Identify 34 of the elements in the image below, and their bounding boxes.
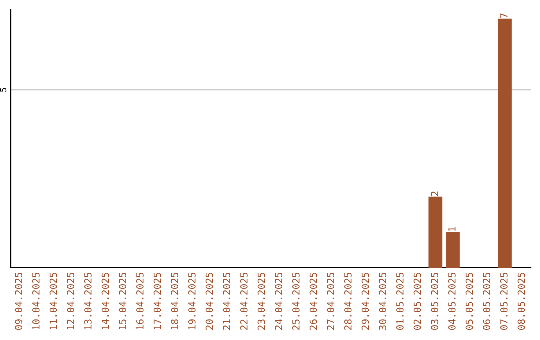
x-tick-label: 20.04.2025 (206, 272, 214, 330)
x-tick-label: 12.04.2025 (67, 272, 75, 330)
x-tick-label: 04.05.2025 (448, 272, 456, 330)
x-tick-label: 30.04.2025 (379, 272, 387, 330)
x-tick-label: 07.05.2025 (500, 272, 508, 330)
x-tick-label: 28.04.2025 (344, 272, 352, 330)
x-tick-label: 26.04.2025 (310, 272, 318, 330)
x-tick-label: 09.04.2025 (15, 272, 23, 330)
y-tick-label: 5 (0, 88, 7, 92)
x-tick-label: 22.04.2025 (240, 272, 248, 330)
x-tick-label: 08.05.2025 (518, 272, 526, 330)
x-tick-label: 15.04.2025 (119, 272, 127, 330)
x-tick-label: 29.04.2025 (362, 272, 370, 330)
x-tick-label: 02.05.2025 (414, 272, 422, 330)
x-tick-label: 06.05.2025 (483, 272, 491, 330)
x-tick-label: 03.05.2025 (431, 272, 439, 330)
x-tick-label: 25.04.2025 (292, 272, 300, 330)
data-label: 7 (500, 14, 508, 18)
x-tick-label: 17.04.2025 (154, 272, 162, 330)
x-tick-label: 13.04.2025 (84, 272, 92, 330)
data-label: 1 (448, 227, 456, 232)
data-label: 2 (431, 192, 438, 196)
x-tick-label: 19.04.2025 (188, 272, 196, 330)
x-tick-label: 11.04.2025 (50, 272, 58, 330)
x-tick-label: 18.04.2025 (171, 272, 179, 330)
x-tick-label: 10.04.2025 (32, 272, 40, 330)
x-tick-label: 01.05.2025 (396, 272, 404, 330)
x-tick-label: 05.05.2025 (466, 272, 474, 330)
x-tick-label: 27.04.2025 (327, 272, 335, 330)
x-tick-label: 24.04.2025 (275, 272, 283, 330)
x-tick-label: 23.04.2025 (258, 272, 266, 330)
x-tick-label: 14.04.2025 (102, 272, 110, 330)
x-tick-label: 16.04.2025 (136, 272, 144, 330)
x-tick-label: 21.04.2025 (223, 272, 231, 330)
